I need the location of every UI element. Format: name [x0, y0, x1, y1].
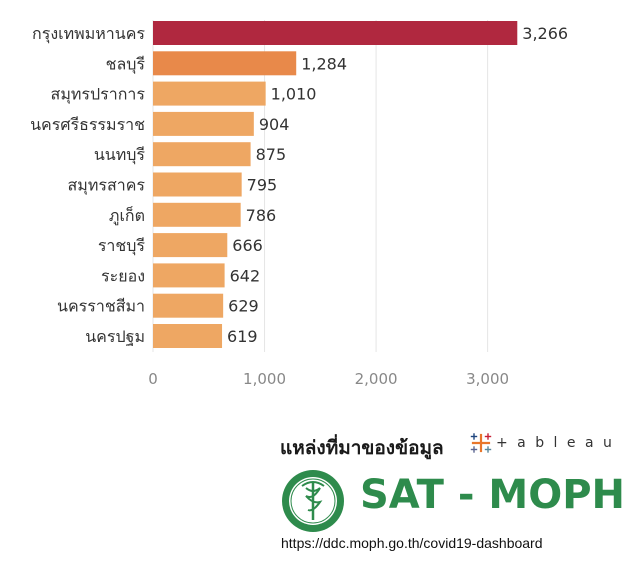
- category-label: สมุทรสาคร: [68, 176, 146, 196]
- category-label: กรุงเทพมหานคร: [32, 24, 145, 44]
- bar: [153, 172, 242, 197]
- x-tick-label: 3,000: [466, 370, 509, 388]
- tableau-logo: + a b l e a u: [470, 432, 614, 454]
- value-labels: 3,266 1,284 1,010 904 875 795 786 666 642 629 619: [227, 24, 568, 346]
- value-label: 666: [232, 236, 263, 255]
- x-tick-label: 2,000: [355, 370, 398, 388]
- category-label: นครศรีธรรมราช: [30, 115, 145, 134]
- category-label: นครราชสีมา: [57, 297, 145, 316]
- tableau-wordmark: + a b l e a u: [496, 435, 615, 451]
- bar: [153, 142, 251, 167]
- value-label: 795: [247, 176, 278, 195]
- category-label: นนทบุรี: [94, 145, 146, 165]
- value-label: 1,010: [271, 85, 317, 104]
- bar: [153, 202, 241, 227]
- bar: [153, 233, 228, 258]
- org-name: SAT - MOPH: [360, 472, 625, 518]
- source-url: https://ddc.moph.go.th/covid19-dashboard: [281, 535, 543, 551]
- category-label: ภูเก็ต: [109, 205, 145, 226]
- bar: [153, 324, 223, 348]
- category-labels: กรุงเทพมหานครชลบุรีสมุทรปราการนครศรีธรรม…: [30, 24, 145, 346]
- value-label: 1,284: [301, 54, 347, 73]
- category-label: นครปฐม: [85, 327, 145, 346]
- source-title: แหล่งที่มาของข้อมูล: [280, 437, 444, 459]
- value-label: 619: [227, 327, 258, 346]
- x-tick-label: 1,000: [243, 370, 286, 388]
- tableau-plus-icon: [470, 433, 492, 453]
- value-label: 642: [230, 266, 261, 285]
- value-label: 904: [259, 115, 290, 134]
- x-tick-label: 0: [148, 370, 158, 388]
- x-axis-ticks: 0 1,000 2,000 3,000: [148, 370, 509, 388]
- value-label: 3,266: [522, 24, 568, 43]
- category-label: ระยอง: [101, 266, 145, 285]
- bar: [153, 21, 518, 45]
- bar: [153, 111, 254, 136]
- category-label: สมุทรปราการ: [51, 85, 146, 105]
- bars: [153, 21, 518, 348]
- bar: [153, 81, 266, 106]
- category-label: ราชบุรี: [98, 236, 146, 256]
- value-label: 786: [246, 206, 277, 225]
- bar: [153, 293, 224, 318]
- moph-seal-icon: [282, 470, 344, 532]
- bar-chart: กรุงเทพมหานครชลบุรีสมุทรปราการนครศรีธรรม…: [30, 20, 568, 388]
- bar: [153, 263, 225, 288]
- value-label: 875: [256, 145, 287, 164]
- bar: [153, 51, 297, 76]
- category-label: ชลบุรี: [106, 54, 146, 74]
- value-label: 629: [228, 297, 259, 316]
